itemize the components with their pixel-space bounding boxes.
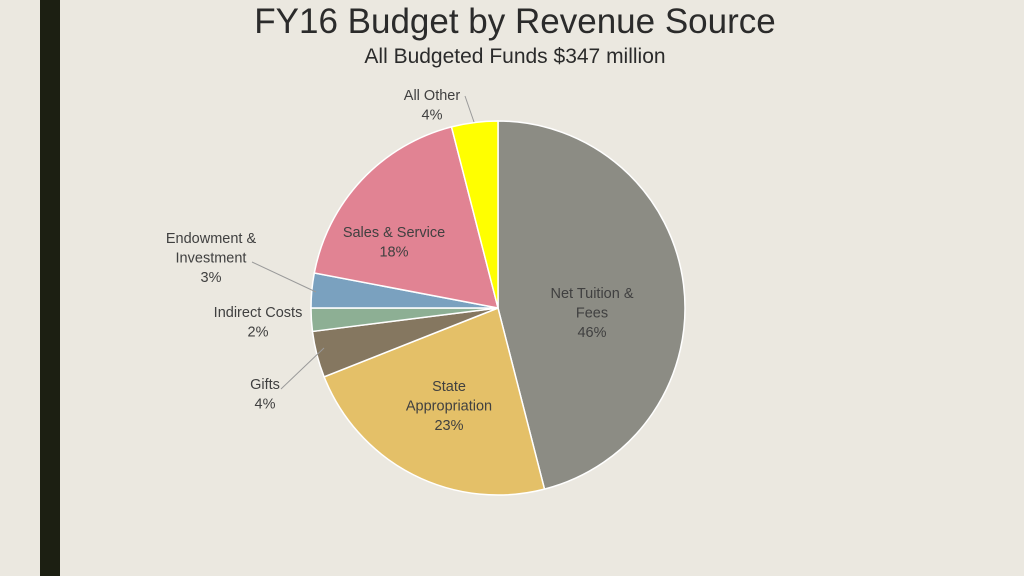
slice-all-other — [450, 120, 499, 309]
leader-line-gifts — [280, 347, 325, 390]
leader-line-all-other — [464, 95, 475, 123]
pie-slices — [310, 120, 686, 496]
leader-lines — [251, 95, 475, 390]
label-endowment: Endowment & Investment 3% — [166, 231, 257, 286]
chart-title: FY16 Budget by Revenue Source — [254, 2, 776, 41]
label-net-tuition: Net Tuition & Fees 46% — [550, 286, 633, 341]
label-sales-service: Sales & Service 18% — [343, 225, 445, 261]
label-indirect-costs: Indirect Costs 2% — [214, 305, 303, 341]
slice-state — [323, 306, 546, 496]
label-gifts: Gifts 4% — [250, 377, 280, 413]
label-all-other: All Other 4% — [404, 88, 461, 124]
label-state: State Appropriation 23% — [406, 379, 492, 434]
leader-line-endowment — [251, 261, 317, 293]
slice-net-tuition — [497, 120, 686, 491]
slice-sales-service — [313, 125, 500, 309]
slice-labels: Net Tuition & Fees 46% State Appropriation 23… — [166, 88, 634, 434]
chart-subtitle: All Budgeted Funds $347 million — [364, 45, 666, 68]
left-accent-bar — [40, 0, 60, 576]
